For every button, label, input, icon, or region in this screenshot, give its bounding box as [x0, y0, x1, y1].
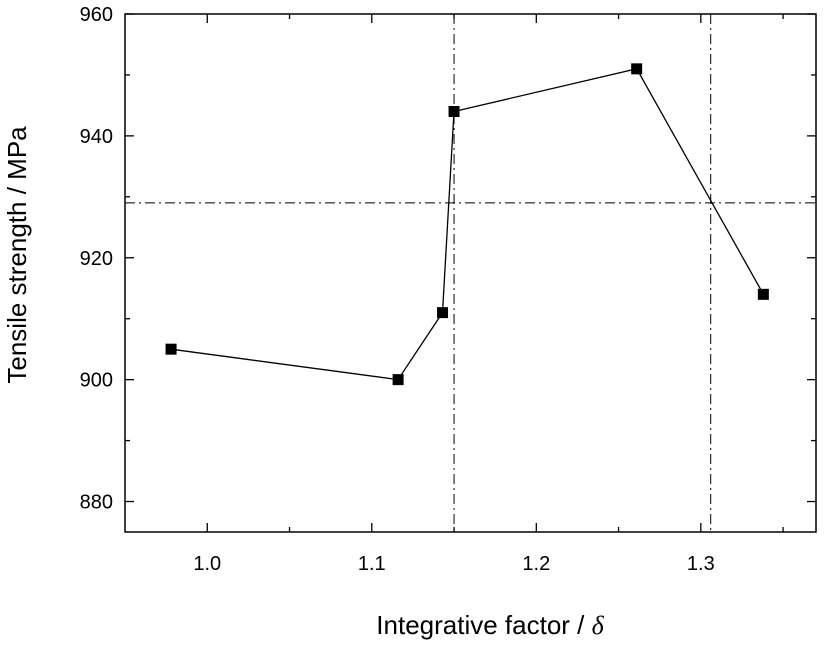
- x-axis-label-symbol: δ: [592, 611, 605, 640]
- y-tick-label-4: 960: [80, 4, 113, 26]
- data-point-5: [757, 288, 769, 300]
- x-tick-label-0: 1.0: [193, 553, 221, 575]
- series-line: [171, 68, 764, 381]
- y-axis-ticks: 880 900 920 940 960: [80, 4, 816, 514]
- x-axis-label: Integrative factor / δ: [376, 610, 604, 640]
- data-point-4: [631, 63, 643, 75]
- x-tick-label-1: 1.1: [358, 553, 386, 575]
- data-point-1: [392, 374, 404, 386]
- y-tick-label-2: 920: [80, 248, 113, 270]
- y-tick-label-0: 880: [80, 492, 113, 514]
- data-point-2: [437, 307, 449, 319]
- series-line-group: [171, 68, 764, 381]
- plot-frame: [124, 13, 817, 533]
- series-markers: [165, 63, 769, 386]
- y-axis-label: Tensile strength / MPa: [2, 126, 32, 384]
- y-tick-label-3: 940: [80, 126, 113, 148]
- x-tick-label-3: 1.3: [687, 553, 715, 575]
- x-axis-ticks: 1.0 1.1 1.2 1.3: [193, 14, 784, 575]
- y-tick-label-1: 900: [80, 370, 113, 392]
- x-tick-label-2: 1.2: [522, 553, 550, 575]
- reference-lines: [125, 14, 816, 532]
- x-axis-label-text: Integrative factor /: [376, 610, 585, 640]
- data-point-0: [165, 343, 177, 355]
- data-point-3: [448, 106, 460, 118]
